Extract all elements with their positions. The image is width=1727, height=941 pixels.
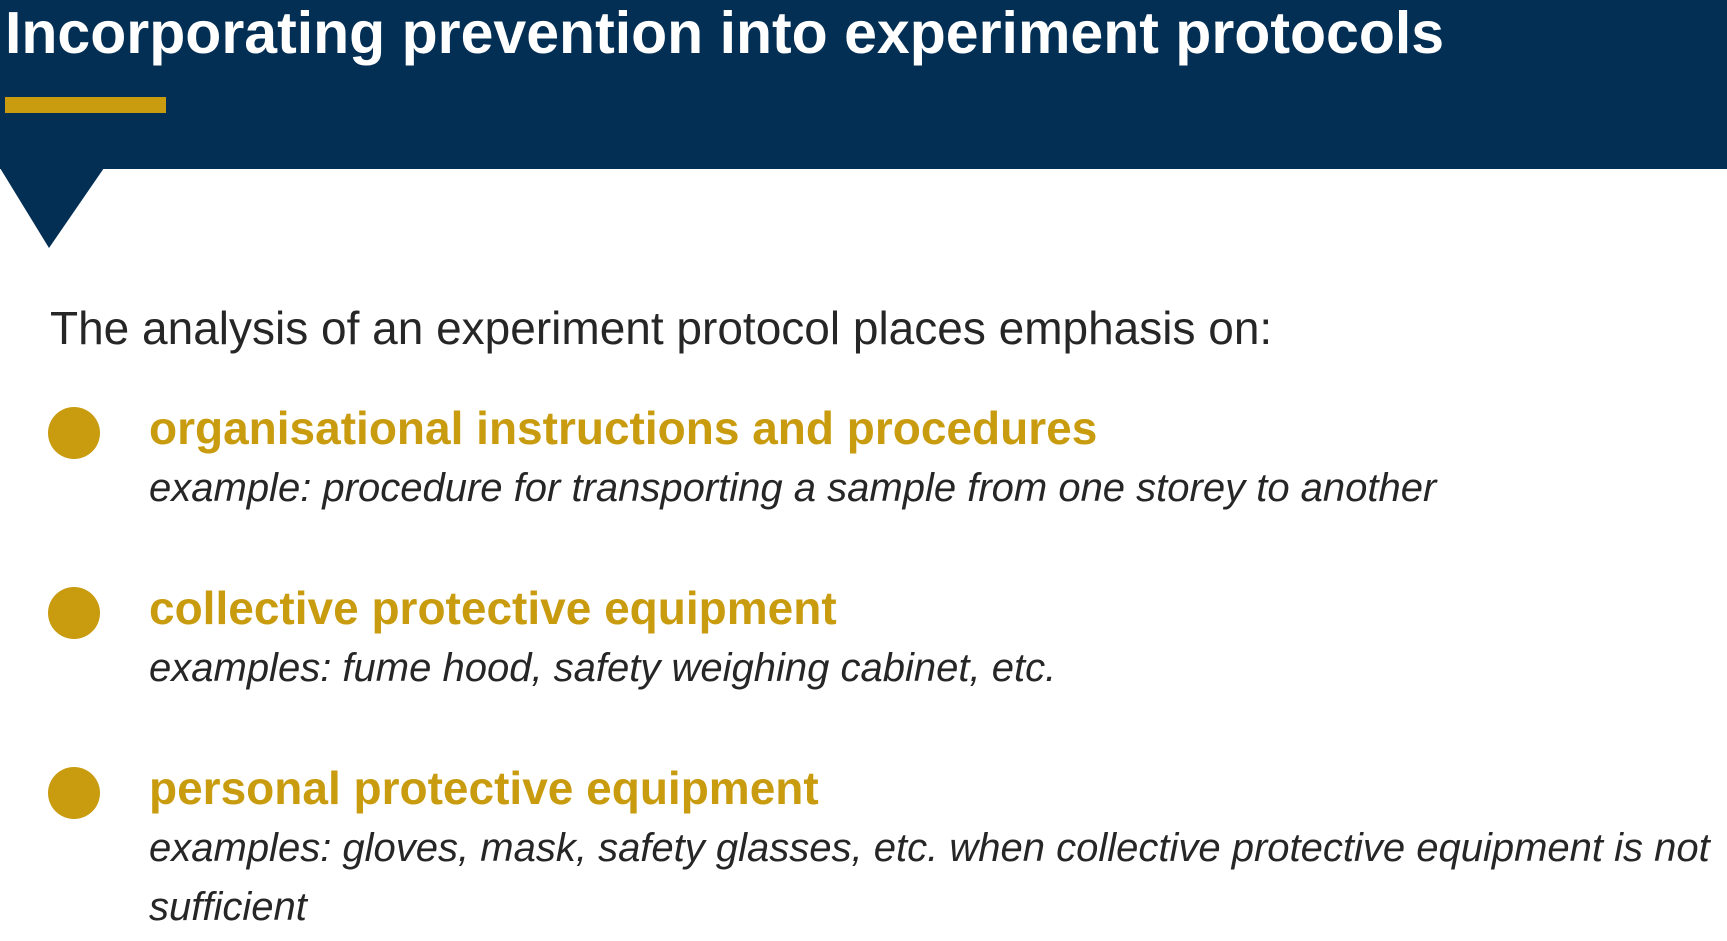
list-item-example: example: procedure for transporting a sa… — [149, 466, 1437, 510]
slide-title: Incorporating prevention into experiment… — [5, 0, 1445, 66]
list-item-title: organisational instructions and procedur… — [149, 402, 1098, 454]
bullet-dot — [48, 407, 100, 459]
title-underline-accent — [5, 97, 166, 113]
header-pointer-shape — [0, 168, 104, 248]
list-item-title: personal protective equipment — [149, 762, 819, 814]
title-underline-bar — [5, 97, 166, 113]
intro-text: The analysis of an experiment protocol p… — [50, 302, 1273, 354]
list-item-example: examples: fume hood, safety weighing cab… — [149, 646, 1057, 690]
slide-header: Incorporating prevention into experiment… — [0, 0, 1727, 169]
header-pointer-triangle — [0, 168, 104, 248]
list-item-title: collective protective equipment — [149, 582, 837, 634]
list-item-example: examples: gloves, mask, safety glasses, … — [149, 826, 1710, 929]
bullet-dot — [48, 767, 100, 819]
bullet-dot — [48, 587, 100, 639]
